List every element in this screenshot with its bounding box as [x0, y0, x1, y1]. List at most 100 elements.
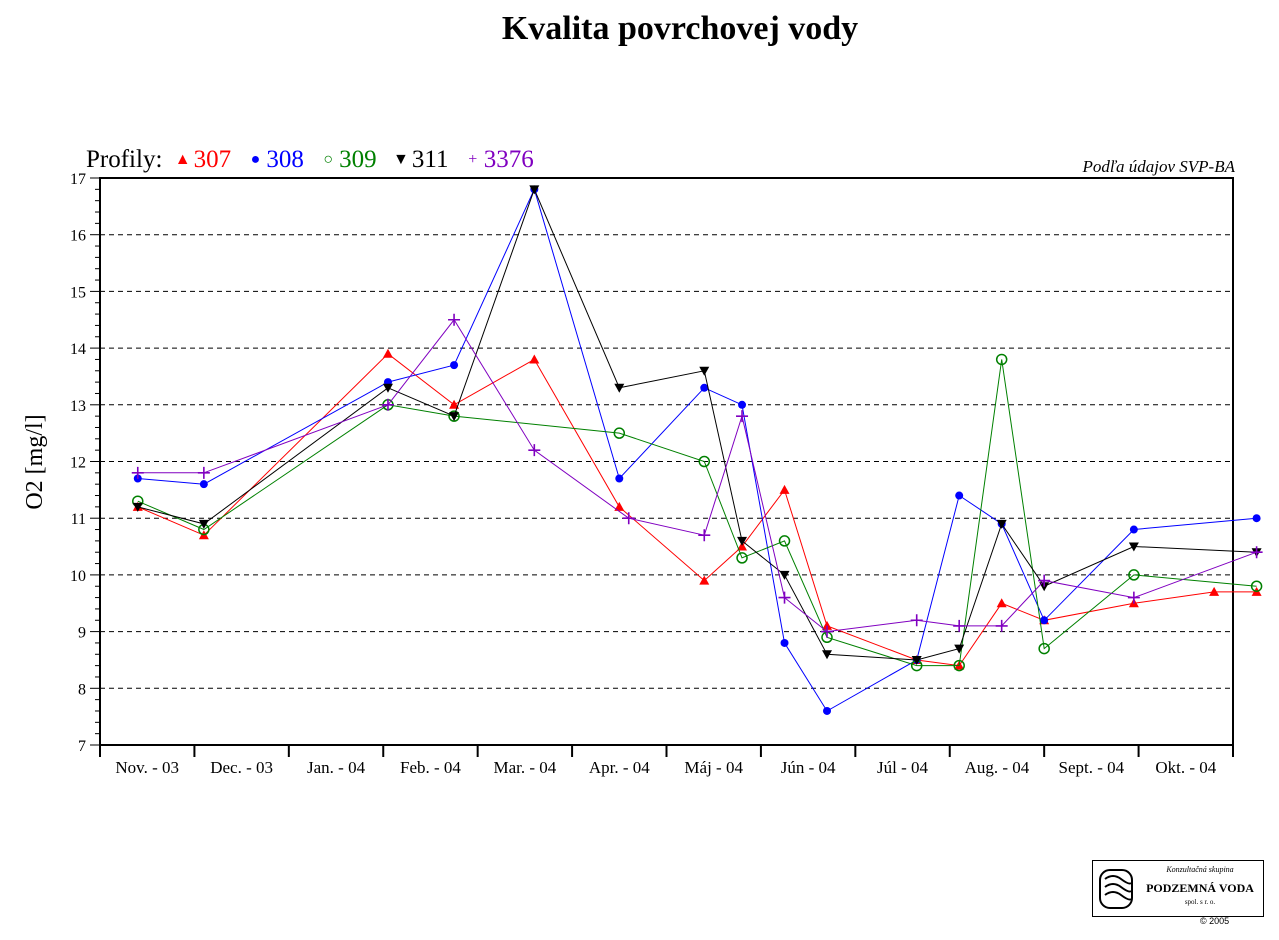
series-line: [137, 318, 1257, 633]
x-tick-label: Aug. - 04: [965, 758, 1030, 777]
data-point: [955, 491, 964, 500]
data-point: [1128, 569, 1140, 581]
data-point: [954, 644, 965, 654]
data-point: [622, 512, 635, 525]
data-point: [1250, 580, 1263, 592]
x-tick-label: Nov. - 03: [115, 758, 179, 777]
data-point: [199, 480, 208, 489]
y-tick-label: 8: [78, 681, 86, 698]
data-point: [529, 354, 540, 364]
y-tick-label: 10: [70, 568, 86, 585]
data-point: [821, 625, 834, 638]
data-point: [381, 398, 394, 411]
x-tick-label: Apr. - 04: [589, 758, 650, 777]
y-tick-label: 15: [70, 284, 86, 301]
data-point: [778, 535, 791, 547]
data-point: [699, 575, 710, 585]
data-point: [911, 655, 922, 665]
legend-item-label: 3376: [483, 146, 534, 173]
open-circle-icon: ○: [323, 151, 333, 168]
data-point: [198, 519, 209, 529]
data-point: [778, 591, 791, 604]
triangle-up-icon: ▲: [174, 151, 191, 168]
data-point: [450, 361, 459, 370]
data-point: [613, 427, 626, 439]
data-point: [131, 466, 144, 479]
data-point: [779, 570, 790, 580]
series-308: [133, 185, 1261, 715]
chart-title: Kvalita povrchovej vody: [501, 10, 859, 47]
data-point: [822, 620, 833, 630]
legend-item-label: 308: [266, 146, 304, 173]
legend-item-307: ▲ 307: [174, 146, 232, 174]
legend-item-label: 309: [339, 146, 377, 173]
plus-icon: +: [468, 151, 478, 168]
data-point: [699, 366, 710, 376]
wave-logo-icon: [1099, 869, 1133, 909]
data-point: [700, 383, 709, 392]
legend-item-308: ● 308: [247, 146, 304, 174]
data-point: [382, 383, 393, 393]
legend-item-label: 311: [411, 146, 449, 173]
data-point: [1040, 616, 1049, 625]
series-307: [132, 348, 1262, 670]
data-point: [197, 466, 210, 479]
data-point: [996, 598, 1007, 608]
y-tick-label: 12: [70, 455, 86, 472]
y-axis-label: O2 [mg/l]: [22, 414, 48, 509]
y-tick-label: 13: [70, 398, 86, 415]
y-tick-label: 14: [70, 341, 86, 358]
data-point: [995, 353, 1008, 366]
x-tick-label: Jan. - 04: [307, 758, 366, 777]
legend: Profily: ▲ 307 ● 308 ○ 309 ▼ 311 +3376: [86, 146, 544, 174]
x-axis-ticks: Nov. - 03 Dec. - 03 Jan. - 04 Feb. - 04 Mar.…: [99, 745, 1234, 777]
series-line: [137, 353, 1257, 667]
y-tick-label: 9: [78, 625, 86, 642]
series-309: [132, 353, 1263, 672]
filled-circle-icon: ●: [250, 151, 261, 168]
y-tick-label: 11: [71, 511, 86, 528]
data-point: [995, 619, 1008, 632]
data-point: [1209, 586, 1220, 596]
copyright: © 2005: [1200, 916, 1230, 926]
data-point: [1127, 591, 1140, 604]
legend-item-309: ○ 309: [320, 146, 377, 174]
x-tick-label: Okt. - 04: [1155, 758, 1216, 777]
data-point: [1128, 542, 1139, 552]
data-point: [1129, 525, 1138, 534]
series-layer: [131, 185, 1263, 715]
data-point: [614, 383, 625, 393]
source-note: Podľa údajov SVP-BA: [1082, 157, 1235, 176]
legend-item-3376: +3376: [465, 146, 534, 174]
data-point: [529, 185, 540, 195]
x-tick-label: Júl - 04: [877, 758, 929, 777]
logo-line1: Konzultačná skupina: [1166, 865, 1234, 874]
x-tick-label: Dec. - 03: [210, 758, 273, 777]
data-point: [953, 619, 966, 632]
legend-item-label: 307: [193, 146, 232, 173]
data-point: [996, 519, 1007, 529]
y-tick-label: 7: [78, 738, 86, 755]
data-point: [953, 659, 965, 672]
data-point: [448, 313, 461, 326]
data-point: [1250, 546, 1263, 559]
data-point: [737, 541, 748, 551]
data-point: [615, 474, 624, 483]
data-point: [614, 501, 625, 511]
series-3376: [131, 313, 1263, 638]
y-tick-label: 17: [70, 171, 86, 188]
data-point: [822, 650, 833, 660]
company-logo: Konzultačná skupina PODZEMNÁ VODA spol. …: [1092, 860, 1264, 917]
series-311: [132, 185, 1262, 665]
data-point: [1039, 582, 1050, 592]
x-tick-label: Sept. - 04: [1059, 758, 1125, 777]
data-point: [823, 706, 832, 715]
data-point: [382, 348, 393, 358]
x-tick-label: Jún - 04: [781, 758, 836, 777]
data-point: [1038, 574, 1051, 587]
x-tick-label: Feb. - 04: [400, 758, 461, 777]
data-point: [528, 444, 541, 457]
data-point: [738, 400, 747, 409]
data-point: [910, 614, 923, 627]
